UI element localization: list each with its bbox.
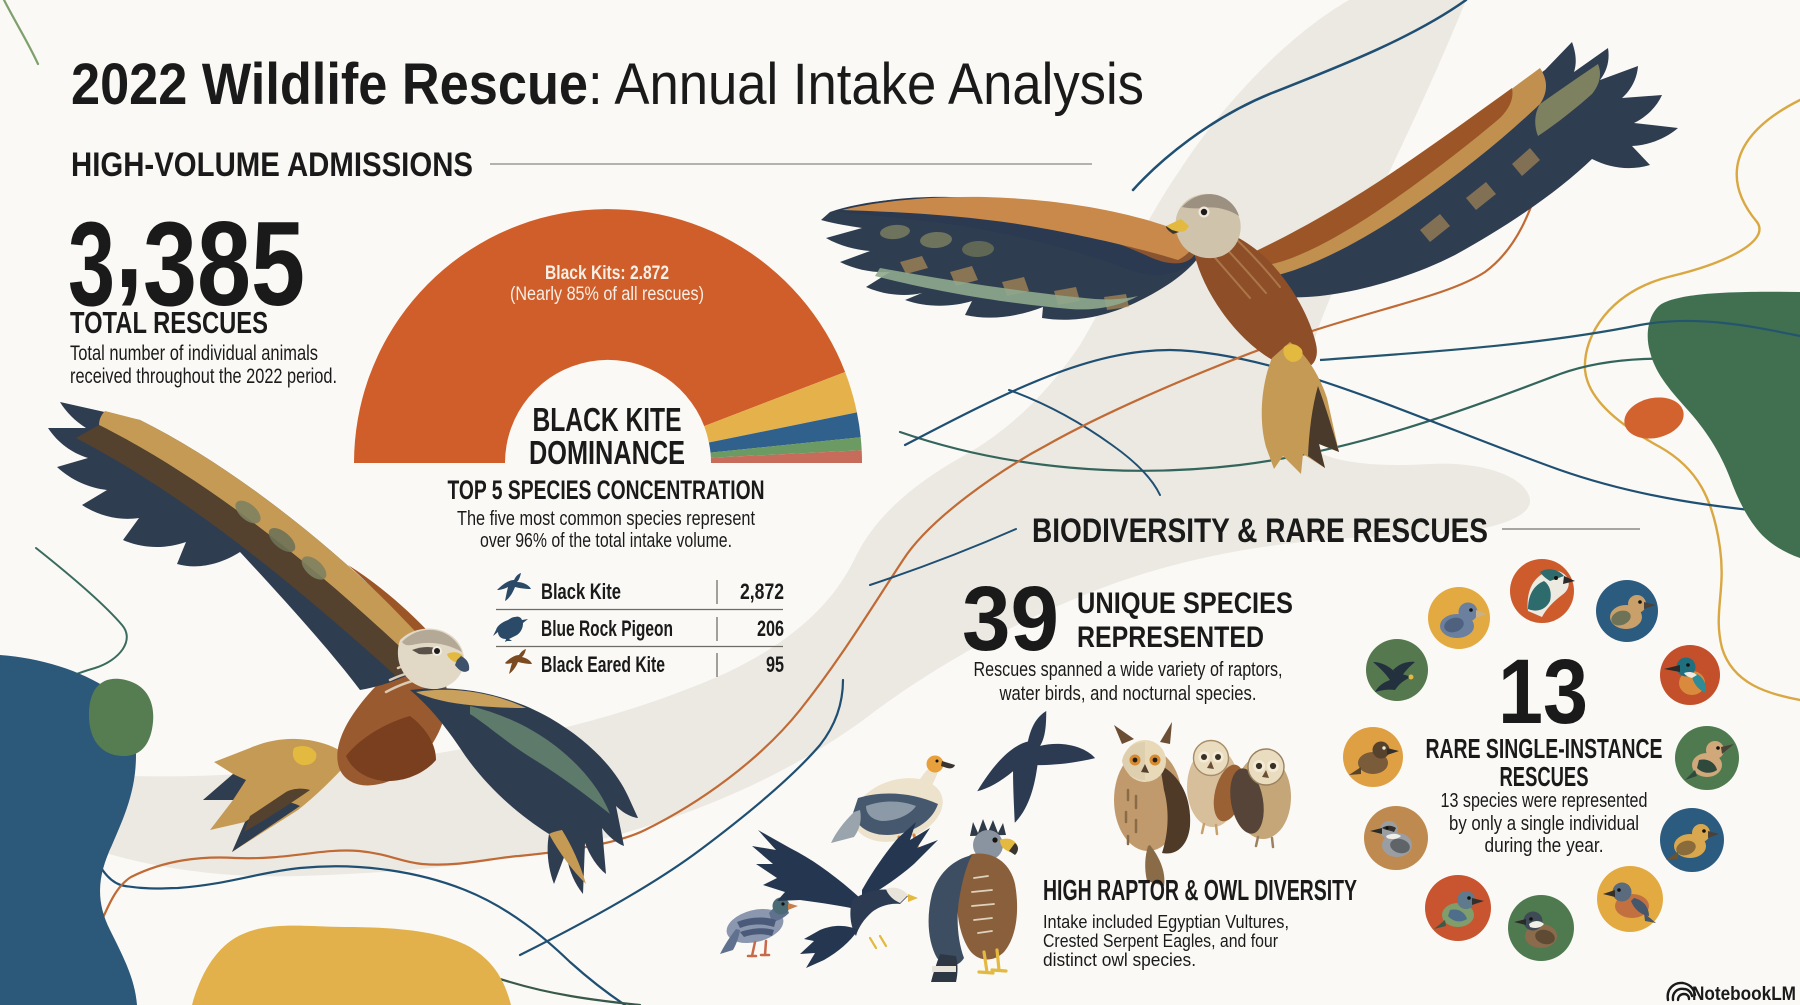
svg-text:206: 206 xyxy=(757,616,784,641)
svg-text:Rescues spanned a wide variety: Rescues spanned a wide variety of raptor… xyxy=(974,658,1283,681)
svg-text:over 96% of the total intake v: over 96% of the total intake volume. xyxy=(480,529,732,552)
svg-text:by only a single individual: by only a single individual xyxy=(1449,813,1639,835)
svg-text:RESCUES: RESCUES xyxy=(1500,761,1589,792)
svg-text:REPRESENTED: REPRESENTED xyxy=(1077,621,1264,654)
svg-text:95: 95 xyxy=(766,652,784,677)
svg-text:Black Kits: 2.872: Black Kits: 2.872 xyxy=(545,263,669,284)
svg-text:The five most common species r: The five most common species represent xyxy=(457,507,755,530)
svg-text:Blue Rock Pigeon: Blue Rock Pigeon xyxy=(541,616,673,641)
svg-text:: Annual Intake Analysis: : Annual Intake Analysis xyxy=(588,52,1144,117)
svg-text:13: 13 xyxy=(1498,641,1588,743)
svg-text:during the year.: during the year. xyxy=(1485,835,1604,857)
svg-text:2022 Wildlife Rescue: 2022 Wildlife Rescue xyxy=(71,52,588,117)
svg-text:HIGH RAPTOR & OWL DIVERSITY: HIGH RAPTOR & OWL DIVERSITY xyxy=(1043,875,1357,907)
svg-text:Crested Serpent Eagles, and fo: Crested Serpent Eagles, and four xyxy=(1043,930,1278,951)
svg-text:UNIQUE SPECIES: UNIQUE SPECIES xyxy=(1077,587,1293,620)
svg-text:received throughout the 2022 p: received throughout the 2022 period. xyxy=(70,365,337,388)
svg-text:Intake included Egyptian Vultu: Intake included Egyptian Vultures, xyxy=(1043,911,1289,932)
svg-text:TOTAL RESCUES: TOTAL RESCUES xyxy=(70,305,268,340)
svg-text:3,385: 3,385 xyxy=(68,179,305,331)
svg-text:2,872: 2,872 xyxy=(740,579,784,604)
svg-text:39: 39 xyxy=(962,568,1059,670)
svg-text:13 species were represented: 13 species were represented xyxy=(1441,790,1648,812)
svg-text:BIODIVERSITY & RARE RESCUES: BIODIVERSITY & RARE RESCUES xyxy=(1032,512,1488,550)
svg-text:RARE SINGLE-INSTANCE: RARE SINGLE-INSTANCE xyxy=(1426,733,1663,764)
svg-text:(Nearly 85% of all rescues): (Nearly 85% of all rescues) xyxy=(510,283,704,305)
svg-text:Black Kite: Black Kite xyxy=(541,579,621,604)
svg-text:Black Eared Kite: Black Eared Kite xyxy=(541,652,665,677)
svg-text:distinct owl species.: distinct owl species. xyxy=(1043,949,1196,970)
svg-text:Total number of individual ani: Total number of individual animals xyxy=(70,342,318,365)
svg-text:NotebookLM: NotebookLM xyxy=(1692,984,1796,1005)
svg-text:HIGH-VOLUME ADMISSIONS: HIGH-VOLUME ADMISSIONS xyxy=(71,146,473,184)
svg-text:BLACK KITE: BLACK KITE xyxy=(533,401,682,438)
svg-text:DOMINANCE: DOMINANCE xyxy=(529,434,685,471)
svg-text:water birds, and nocturnal spe: water birds, and nocturnal species. xyxy=(999,682,1257,705)
svg-text:TOP 5 SPECIES CONCENTRATION: TOP 5 SPECIES CONCENTRATION xyxy=(448,475,765,505)
